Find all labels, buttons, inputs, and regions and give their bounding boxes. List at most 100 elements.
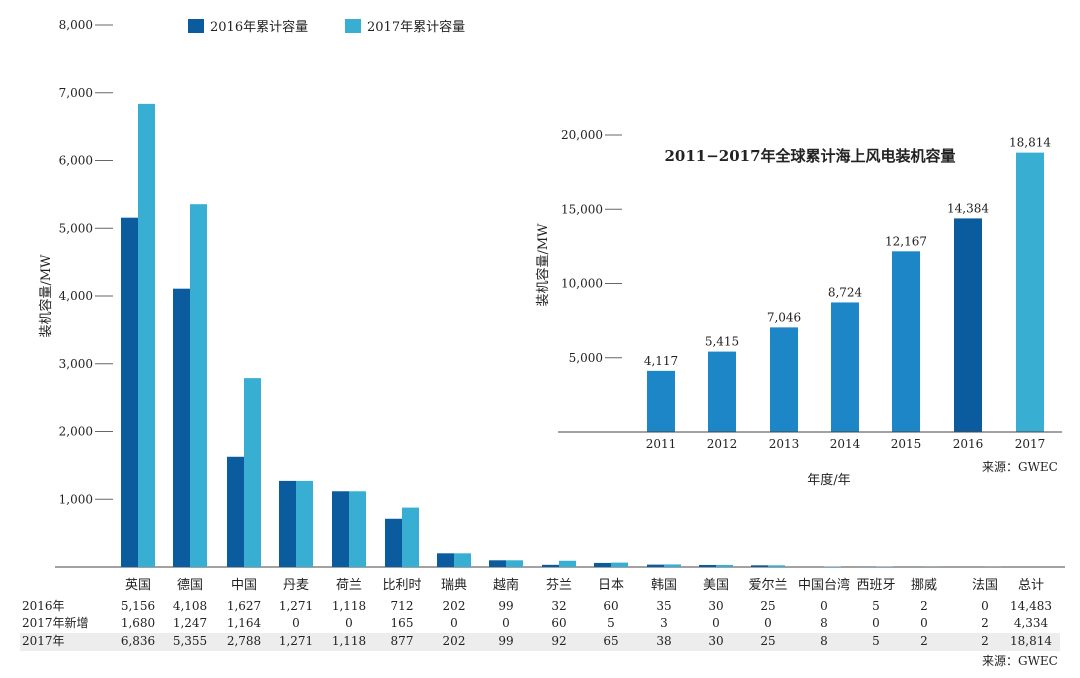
category-label: 挪威 [911, 578, 937, 593]
inset-y-tick-label: 15,000 [561, 202, 603, 216]
bar-2017 [190, 204, 207, 568]
inset-y-tick-label: 5,000 [569, 351, 603, 365]
inset-x-tick-label: 2014 [830, 437, 861, 451]
table-cell: 4,334 [1014, 616, 1049, 630]
bar-2016 [227, 456, 244, 567]
bar-2016 [699, 564, 716, 567]
table-cell: 0 [712, 616, 720, 630]
table-cell: 25 [760, 599, 775, 613]
inset-value-label: 14,384 [947, 201, 989, 215]
bar-2017 [716, 564, 733, 567]
table-cell: 0 [820, 599, 828, 613]
category-label: 越南 [493, 577, 519, 593]
table-cell: 8 [820, 616, 828, 630]
table-cell: 4,108 [173, 599, 207, 613]
legend-2017-label: 2017年累计容量 [367, 20, 466, 35]
main-y-tick-label: 7,000 [59, 86, 93, 100]
bar-2016 [542, 564, 559, 567]
legend-2016: 2016年累计容量 [188, 16, 308, 35]
table-cell: 1,271 [279, 599, 313, 613]
table-cell: 65 [603, 634, 618, 648]
table-cell: 92 [551, 634, 566, 648]
bar-2016 [332, 491, 349, 567]
legend-2016-label: 2016年累计容量 [210, 20, 309, 35]
category-label: 爱尔兰 [748, 578, 787, 593]
bar-2016 [751, 565, 768, 567]
category-label: 瑞典 [441, 578, 467, 593]
category-label: 法国 [972, 578, 998, 593]
inset-bar-2017 [1016, 152, 1044, 432]
table-cell: 0 [345, 616, 353, 630]
table-cell: 0 [502, 616, 510, 630]
table-row-label: 2017年新增 [22, 615, 89, 630]
inset-bar-2013 [770, 327, 798, 432]
category-label: 日本 [598, 578, 624, 593]
table-cell: 202 [443, 634, 466, 648]
table-row-label: 2017年 [22, 634, 65, 648]
category-label: 西班牙 [856, 578, 895, 593]
bar-2017 [402, 507, 419, 567]
table-cell: 1,271 [279, 634, 313, 648]
inset-bar-2011 [647, 370, 675, 432]
table-cell: 8 [820, 634, 828, 648]
bar-2017 [296, 480, 313, 567]
inset-y-tick-label: 20,000 [561, 128, 603, 142]
table-cell: 0 [764, 616, 772, 630]
table-cell: 1,118 [332, 599, 366, 613]
inset-value-label: 8,724 [828, 285, 863, 299]
table-cell: 1,164 [227, 616, 262, 630]
bar-2016 [437, 553, 454, 567]
table-cell: 2 [920, 634, 928, 648]
category-label: 荷兰 [336, 578, 362, 593]
table-cell: 18,814 [1010, 634, 1052, 648]
table-cell: 6,836 [121, 634, 155, 648]
table-cell: 0 [981, 599, 989, 613]
inset-x-axis-label: 年度/年 [807, 472, 850, 488]
category-label: 英国 [125, 578, 151, 593]
bar-2017 [559, 560, 576, 567]
table-cell: 25 [760, 634, 775, 648]
table-cell: 32 [551, 599, 566, 613]
table-cell: 60 [551, 616, 566, 630]
table-row-2017-shade [20, 633, 1060, 651]
bar-2016 [489, 560, 506, 567]
table-cell: 5 [872, 634, 880, 648]
category-label: 德国 [177, 578, 203, 593]
table-cell: 1,680 [121, 616, 155, 630]
inset-y-tick-label: 10,000 [561, 277, 603, 291]
main-y-axis-label: 装机容量/MW [38, 254, 54, 338]
table-cell: 0 [920, 616, 928, 630]
legend-2016-swatch [188, 18, 204, 33]
inset-x-tick-label: 2011 [646, 437, 677, 451]
main-source: 来源：GWEC [982, 654, 1058, 668]
table-cell: 5,156 [121, 599, 155, 613]
inset-y-axis-label: 装机容量/MW [535, 223, 551, 307]
bar-2017 [454, 553, 471, 567]
inset-bar-2012 [708, 351, 736, 432]
bar-2017 [244, 378, 261, 567]
category-label: 比利时 [382, 578, 421, 593]
main-y-tick-label: 4,000 [59, 289, 93, 303]
bar-2017 [506, 560, 523, 567]
bar-2017 [824, 566, 841, 567]
bar-2016 [385, 518, 402, 567]
inset-value-label: 7,046 [767, 310, 801, 324]
table-cell: 1,247 [173, 616, 207, 630]
bar-2016 [594, 562, 611, 567]
category-label: 总计 [1018, 578, 1044, 593]
table-cell: 3 [660, 616, 668, 630]
table-cell: 202 [443, 599, 466, 613]
table-row-label: 2016年 [22, 599, 65, 613]
inset-x-tick-label: 2017 [1015, 437, 1046, 451]
main-y-tick-label: 2,000 [59, 425, 93, 439]
category-label: 丹麦 [283, 578, 309, 593]
inset-bar-2016 [954, 218, 982, 432]
bar-2017 [349, 491, 366, 567]
table-cell: 38 [656, 634, 671, 648]
inset-title: 2011−2017年全球累计海上风电装机容量 [664, 147, 955, 165]
table-cell: 1,627 [227, 599, 261, 613]
table-cell: 1,118 [332, 634, 366, 648]
table-cell: 5 [872, 599, 880, 613]
category-label: 芬兰 [546, 578, 572, 593]
